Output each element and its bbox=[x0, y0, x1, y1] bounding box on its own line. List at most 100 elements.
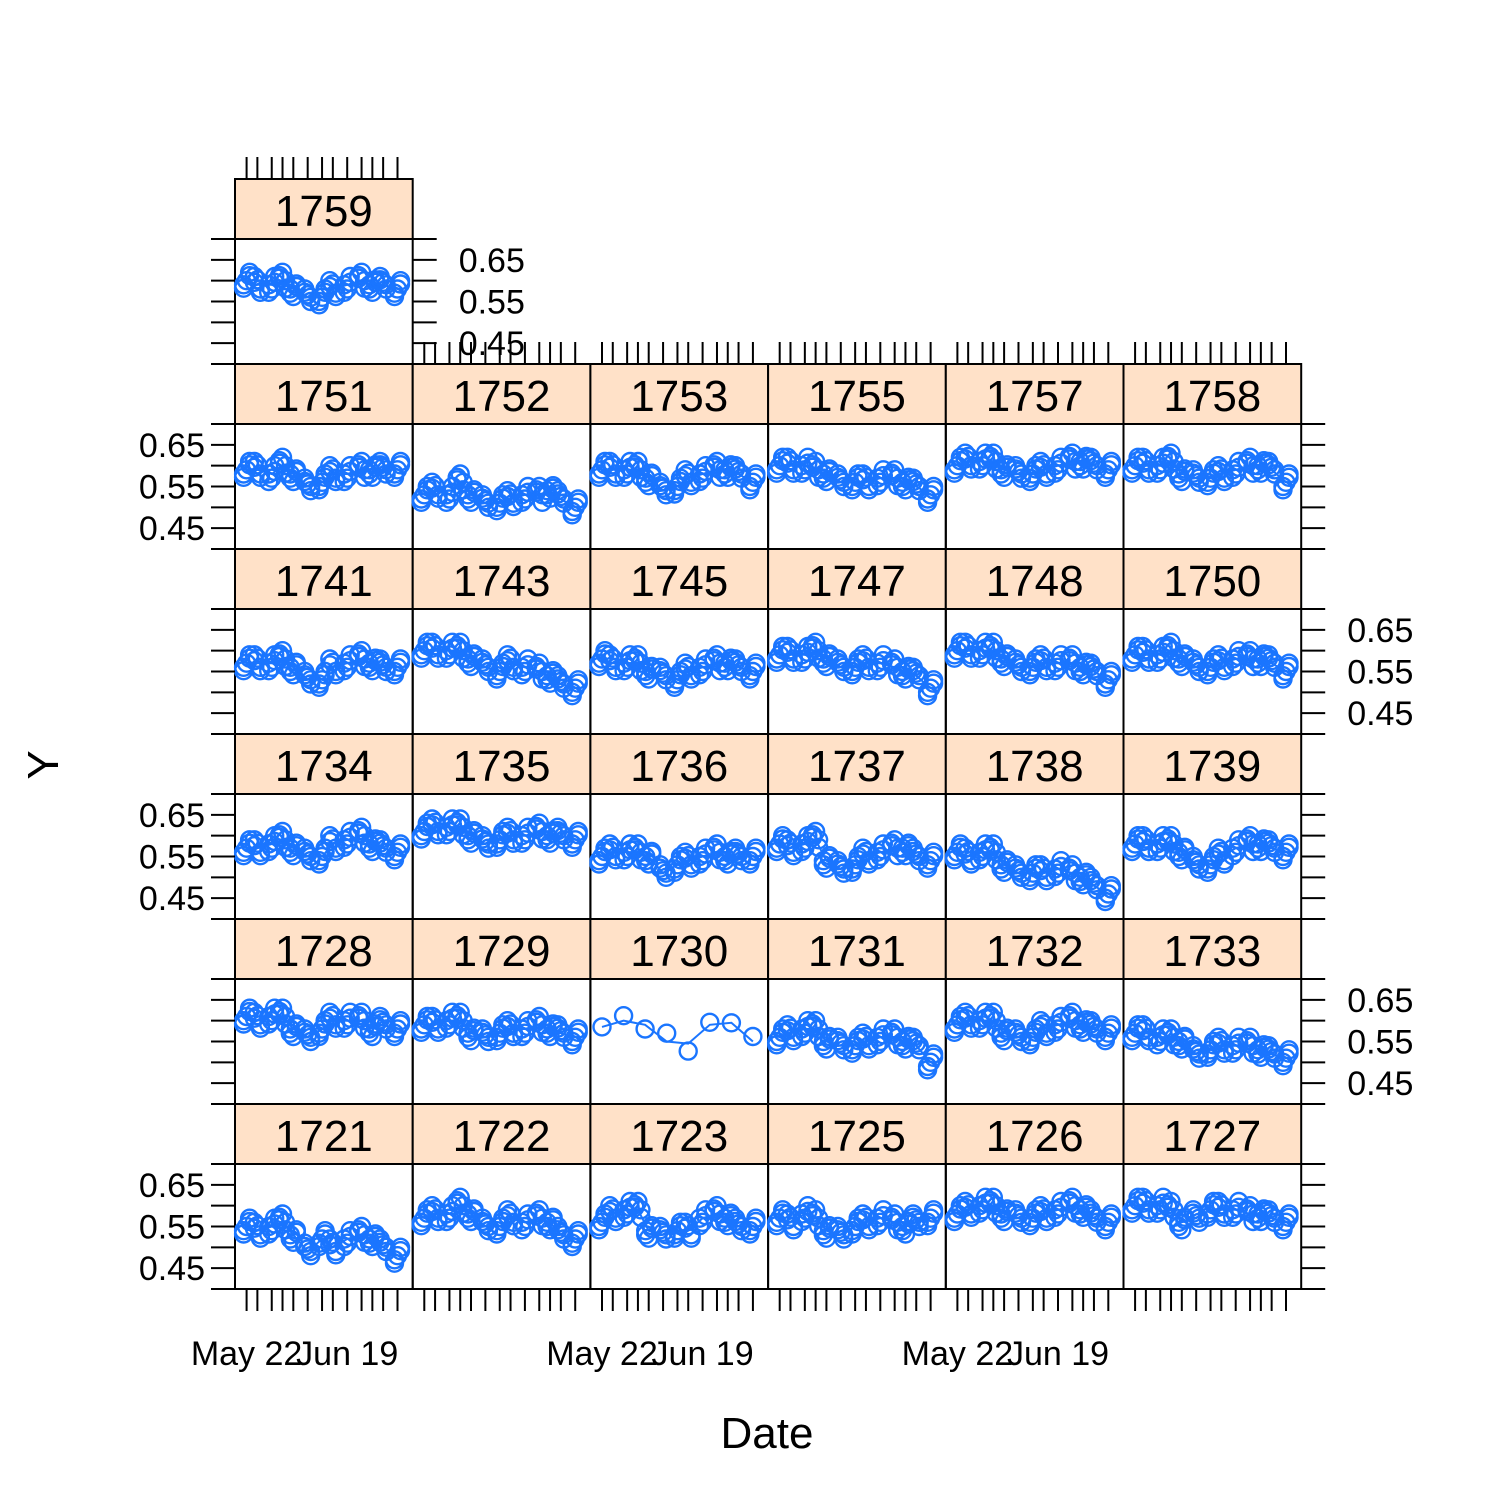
strip-1753 bbox=[589, 363, 770, 425]
panel-1728: 1728 bbox=[233, 918, 414, 1105]
data-point-1759 bbox=[370, 266, 390, 287]
data-point-1729 bbox=[472, 1019, 493, 1039]
data-point-1745 bbox=[740, 669, 760, 689]
data-point-1753 bbox=[625, 455, 645, 475]
data-point-1751 bbox=[384, 467, 405, 487]
data-point-1738 bbox=[1081, 867, 1101, 887]
data-point-1753 bbox=[600, 457, 620, 477]
data-point-1729 bbox=[447, 1006, 467, 1026]
data-point-1730 bbox=[743, 1026, 763, 1047]
data-point-1726 bbox=[1011, 1212, 1032, 1233]
x-axis-top-col-3 bbox=[778, 342, 932, 364]
axes-layer: 0.450.550.650.450.550.650.450.550.650.45… bbox=[139, 157, 1413, 1373]
strip-1731 bbox=[767, 918, 947, 980]
data-point-1745 bbox=[625, 648, 645, 668]
data-point-1728 bbox=[370, 1006, 390, 1027]
data-point-1748 bbox=[1005, 649, 1026, 669]
data-point-1725 bbox=[802, 1203, 823, 1223]
panel-1723: 1723 bbox=[589, 1103, 770, 1290]
y-tick-label: 0.55 bbox=[459, 284, 525, 322]
data-point-1741 bbox=[280, 661, 300, 682]
data-point-1735 bbox=[512, 833, 532, 853]
y-axis-row-2: 0.450.55 0.65 bbox=[139, 793, 1326, 920]
data-point-1723 bbox=[650, 1216, 670, 1237]
data-point-1751 bbox=[334, 471, 354, 492]
panel-1743: 1743 bbox=[411, 548, 592, 735]
data-point-1736 bbox=[731, 851, 752, 871]
data-point-1731 bbox=[828, 1027, 848, 1048]
strip-label-1733: 1733 bbox=[1163, 927, 1261, 976]
data-point-1755 bbox=[867, 476, 887, 496]
data-point-1726 bbox=[1005, 1200, 1026, 1220]
data-point-1734 bbox=[334, 837, 354, 857]
data-point-1739 bbox=[1258, 830, 1279, 850]
data-point-1723 bbox=[689, 1215, 710, 1236]
data-point-1722 bbox=[472, 1208, 493, 1228]
strip-label-1722: 1722 bbox=[453, 1112, 551, 1161]
panel-1726: 1726 bbox=[944, 1103, 1125, 1290]
data-point-1751 bbox=[280, 468, 300, 488]
y-tick-label: 0.65 bbox=[139, 1167, 205, 1205]
data-point-1731 bbox=[802, 1014, 823, 1034]
data-point-1722 bbox=[487, 1224, 507, 1244]
data-point-1747 bbox=[834, 661, 854, 682]
data-point-1752 bbox=[512, 492, 532, 512]
data-point-1731 bbox=[917, 1060, 938, 1080]
data-point-1757 bbox=[1095, 467, 1116, 487]
data-point-1752 bbox=[478, 497, 499, 517]
data-point-1737 bbox=[842, 862, 862, 882]
data-point-1745 bbox=[600, 651, 620, 671]
data-point-1725 bbox=[780, 1207, 801, 1228]
data-point-1748 bbox=[1030, 651, 1051, 671]
data-point-1747 bbox=[903, 657, 923, 677]
y-tick-label: 0.45 bbox=[1347, 1065, 1413, 1103]
data-point-1733 bbox=[1208, 1033, 1229, 1053]
data-point-1751 bbox=[309, 480, 329, 500]
strip-label-1727: 1727 bbox=[1163, 1112, 1261, 1161]
data-point-1735 bbox=[548, 817, 568, 837]
data-point-1734 bbox=[301, 851, 321, 871]
strip-1758 bbox=[1122, 363, 1303, 425]
strip-label-1750: 1750 bbox=[1163, 557, 1261, 606]
strip-label-1737: 1737 bbox=[808, 742, 906, 791]
panel-1736: 1736 bbox=[589, 733, 770, 920]
data-point-1732 bbox=[955, 1008, 975, 1028]
strip-label-1752: 1752 bbox=[453, 372, 551, 421]
data-point-1755 bbox=[828, 464, 848, 484]
data-point-1751 bbox=[259, 471, 279, 492]
panel-1751: 1751 bbox=[233, 363, 414, 550]
panel-1759: 1759 bbox=[233, 178, 414, 365]
data-point-1733 bbox=[1273, 1055, 1293, 1076]
strip-label-1723: 1723 bbox=[630, 1112, 728, 1161]
x-tick-label: May 22 bbox=[546, 1335, 658, 1373]
data-point-1739 bbox=[1222, 846, 1243, 866]
data-point-1730 bbox=[657, 1023, 677, 1043]
data-point-1747 bbox=[917, 686, 938, 706]
data-point-1733 bbox=[1169, 1035, 1189, 1056]
strip-label-1751: 1751 bbox=[275, 372, 373, 421]
data-point-1736 bbox=[689, 854, 710, 874]
data-point-1748 bbox=[1081, 653, 1101, 673]
data-point-1728 bbox=[384, 1026, 405, 1047]
data-point-1730 bbox=[613, 1006, 634, 1026]
panel-1730: 1730 bbox=[589, 918, 770, 1105]
strip-1726 bbox=[944, 1103, 1125, 1165]
data-point-1758 bbox=[1183, 460, 1203, 480]
data-point-1732 bbox=[980, 1006, 1000, 1026]
data-point-1748 bbox=[1095, 677, 1116, 697]
data-point-1727 bbox=[1222, 1200, 1243, 1220]
strip-1732 bbox=[944, 918, 1125, 980]
strip-label-1734: 1734 bbox=[275, 742, 373, 791]
data-point-1753 bbox=[664, 484, 685, 504]
data-point-1739 bbox=[1273, 850, 1293, 870]
strip-label-1741: 1741 bbox=[275, 557, 373, 606]
y-tick-label: 0.45 bbox=[139, 1250, 205, 1288]
strip-label-1739: 1739 bbox=[1163, 742, 1261, 791]
panels-layer: 1721 1722 1723 1725 1726 1727 1728 1729 1730 1731… bbox=[233, 178, 1303, 1290]
data-point-1738 bbox=[1011, 867, 1032, 887]
data-point-1750 bbox=[1183, 649, 1203, 669]
